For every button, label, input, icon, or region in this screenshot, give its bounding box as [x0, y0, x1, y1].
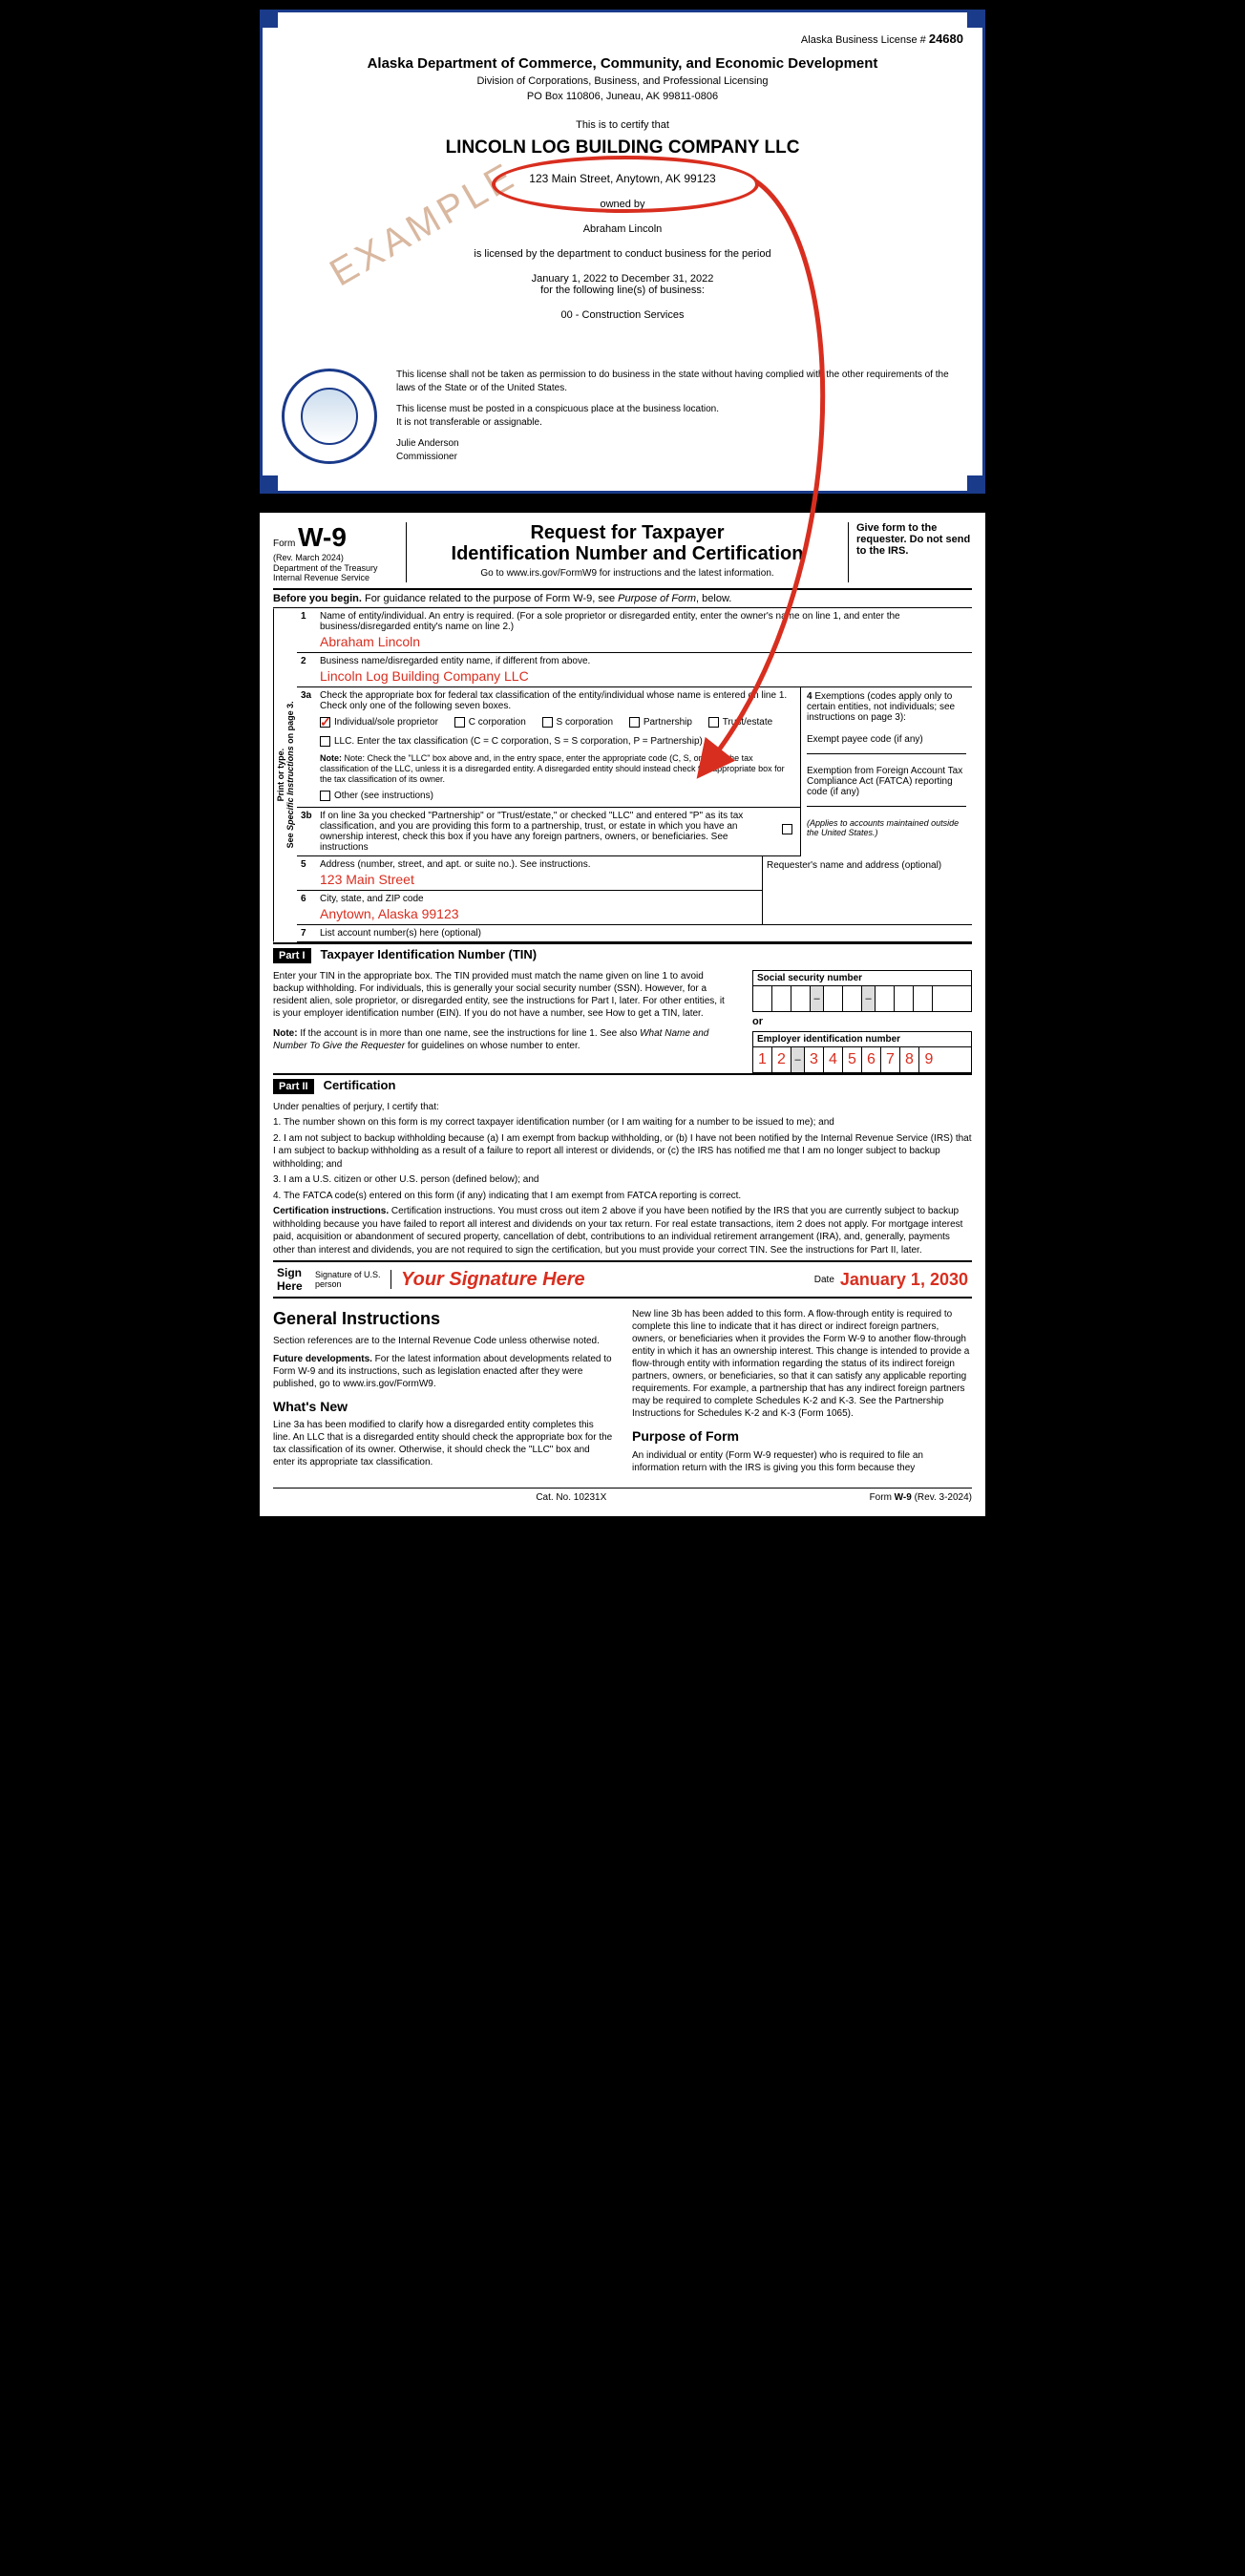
- owned-by-label: owned by: [282, 199, 963, 210]
- line-of-business: 00 - Construction Services: [282, 309, 963, 321]
- certify-text: This is to certify that: [282, 119, 963, 131]
- disclaimer-text: This license shall not be taken as permi…: [396, 369, 963, 472]
- signature-sublabel: Signature of U.S. person: [315, 1270, 391, 1289]
- form-title: Request for TaxpayerIdentification Numbe…: [414, 522, 840, 564]
- line-3b: 3b If on line 3a you checked "Partnershi…: [297, 807, 800, 856]
- state-seal: [282, 369, 377, 464]
- checkbox-ccorp[interactable]: C corporation: [454, 717, 526, 728]
- w9-header: Form W-9 (Rev. March 2024) Department of…: [273, 522, 972, 591]
- part-1-header: Part ITaxpayer Identification Number (TI…: [273, 942, 972, 966]
- tin-instructions: Enter your TIN in the appropriate box. T…: [273, 970, 733, 1073]
- ssn-label: Social security number: [752, 970, 972, 985]
- address-value: 123 Main Street: [320, 872, 758, 887]
- ein-boxes[interactable]: 12 – 3456789: [752, 1046, 972, 1073]
- llc-note: Note: Note: Check the "LLC" box above an…: [320, 753, 796, 784]
- checkbox-scorp[interactable]: S corporation: [542, 717, 613, 728]
- licensed-text: is licensed by the department to conduct…: [282, 248, 963, 260]
- line-6: 6 City, state, and ZIP codeAnytown, Alas…: [297, 891, 762, 925]
- certification-text: Under penalties of perjury, I certify th…: [273, 1101, 972, 1257]
- before-begin: Before you begin. For guidance related t…: [273, 590, 972, 608]
- city-state-zip-value: Anytown, Alaska 99123: [320, 906, 758, 921]
- irs-department: Department of the Treasury Internal Reve…: [273, 564, 398, 583]
- division-name: Division of Corporations, Business, and …: [282, 75, 963, 87]
- form-link: Go to www.irs.gov/FormW9 for instruction…: [414, 568, 840, 579]
- license-period: January 1, 2022 to December 31, 2022for …: [282, 273, 963, 296]
- line-1: 1 Name of entity/individual. An entry is…: [297, 608, 972, 653]
- date-label: Date: [814, 1275, 834, 1285]
- checkbox-3b[interactable]: [782, 824, 792, 834]
- checkbox-other[interactable]: Other (see instructions): [320, 791, 433, 801]
- signature-row: SignHere Signature of U.S. person Your S…: [273, 1260, 972, 1299]
- corner-decoration: [967, 11, 984, 28]
- ein-label: Employer identification number: [752, 1031, 972, 1046]
- line-5: 5 Address (number, street, and apt. or s…: [297, 856, 762, 891]
- department-name: Alaska Department of Commerce, Community…: [282, 55, 963, 72]
- exemptions-box: 4 Exemptions (codes apply only to certai…: [800, 687, 972, 855]
- checkbox-individual[interactable]: Individual/sole proprietor: [320, 717, 438, 728]
- sign-here-label: SignHere: [277, 1266, 315, 1293]
- or-label: or: [752, 1016, 972, 1027]
- company-name: LINCOLN LOG BUILDING COMPANY LLC: [282, 137, 963, 160]
- license-number: Alaska Business License # 24680: [282, 32, 963, 46]
- corner-decoration: [261, 11, 278, 28]
- general-instructions: General Instructions Section references …: [273, 1308, 972, 1479]
- line-3a: 3a Check the appropriate box for federal…: [297, 687, 800, 806]
- signature-value[interactable]: Your Signature Here: [391, 1269, 814, 1291]
- business-name-value: Lincoln Log Building Company LLC: [320, 668, 968, 684]
- ssn-boxes[interactable]: – –: [752, 985, 972, 1012]
- company-address: 123 Main Street, Anytown, AK 99123: [282, 172, 963, 185]
- checkbox-trust[interactable]: Trust/estate: [708, 717, 772, 728]
- line-2: 2 Business name/disregarded entity name,…: [297, 653, 972, 687]
- requester-box: Requester's name and address (optional): [762, 856, 972, 925]
- vertical-instructions: Print or type.See Specific Instructions …: [273, 608, 297, 941]
- date-value: January 1, 2030: [840, 1270, 968, 1290]
- form-footer: Cat. No. 10231X Form W-9 (Rev. 3-2024): [273, 1488, 972, 1503]
- w9-form: Form W-9 (Rev. March 2024) Department of…: [260, 513, 985, 1516]
- line-7: 7 List account number(s) here (optional): [297, 925, 972, 942]
- form-number: Form W-9: [273, 522, 398, 553]
- corner-decoration: [967, 475, 984, 493]
- owner-name: Abraham Lincoln: [282, 223, 963, 235]
- part-2-header: Part IICertification: [273, 1073, 972, 1097]
- checkbox-partnership[interactable]: Partnership: [629, 717, 692, 728]
- checkbox-llc[interactable]: LLC. Enter the tax classification (C = C…: [320, 736, 703, 747]
- revision-date: (Rev. March 2024): [273, 553, 398, 562]
- po-box: PO Box 110806, Juneau, AK 99811-0806: [282, 91, 963, 102]
- business-license: EXAMPLE Alaska Business License # 24680 …: [260, 10, 985, 494]
- name-value: Abraham Lincoln: [320, 634, 968, 649]
- give-form-text: Give form to the requester. Do not send …: [848, 522, 972, 583]
- corner-decoration: [261, 475, 278, 493]
